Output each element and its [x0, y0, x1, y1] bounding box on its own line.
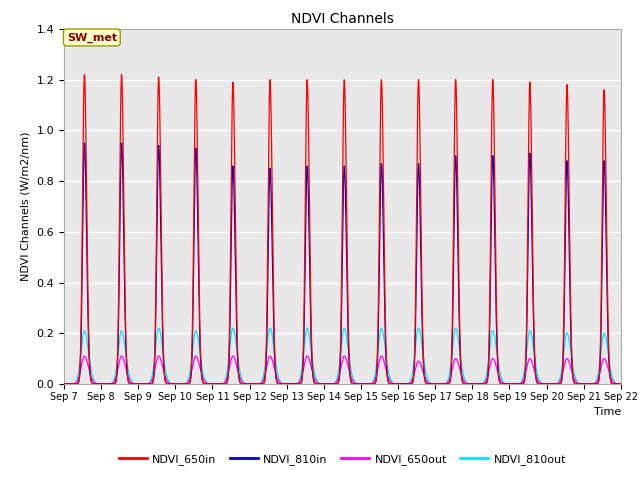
NDVI_810in: [298, 378, 306, 384]
NDVI_650in: [124, 374, 132, 380]
NDVI_650out: [606, 372, 614, 378]
NDVI_810out: [274, 372, 282, 377]
Line: NDVI_650in: NDVI_650in: [64, 74, 621, 384]
Line: NDVI_810out: NDVI_810out: [64, 328, 621, 384]
Line: NDVI_650out: NDVI_650out: [64, 356, 621, 384]
NDVI_650in: [60, 381, 68, 387]
NDVI_650in: [298, 376, 306, 382]
NDVI_810out: [606, 363, 614, 369]
NDVI_810in: [546, 381, 554, 387]
NDVI_650out: [274, 376, 282, 382]
NDVI_650out: [157, 357, 164, 362]
Line: NDVI_810in: NDVI_810in: [64, 143, 621, 384]
NDVI_650out: [617, 381, 625, 387]
NDVI_650out: [298, 373, 306, 379]
NDVI_650in: [81, 72, 88, 77]
NDVI_810in: [81, 140, 88, 146]
NDVI_810in: [157, 226, 164, 231]
Legend: NDVI_650in, NDVI_810in, NDVI_650out, NDVI_810out: NDVI_650in, NDVI_810in, NDVI_650out, NDV…: [115, 450, 570, 470]
NDVI_650out: [81, 353, 88, 359]
Title: NDVI Channels: NDVI Channels: [291, 12, 394, 26]
NDVI_810out: [60, 381, 68, 387]
NDVI_650in: [157, 180, 164, 186]
NDVI_650out: [124, 372, 132, 378]
NDVI_650out: [60, 381, 68, 387]
NDVI_650out: [546, 381, 554, 387]
NDVI_810out: [546, 381, 554, 387]
NDVI_810out: [617, 381, 625, 387]
Text: SW_met: SW_met: [67, 32, 117, 43]
NDVI_650in: [606, 372, 614, 378]
NDVI_650in: [617, 381, 625, 387]
Y-axis label: NDVI Channels (W/m2/nm): NDVI Channels (W/m2/nm): [21, 132, 31, 281]
NDVI_810in: [274, 381, 282, 386]
NDVI_810in: [606, 374, 614, 380]
NDVI_810out: [157, 332, 164, 338]
NDVI_810out: [124, 363, 131, 369]
NDVI_810in: [124, 375, 132, 381]
X-axis label: Time: Time: [593, 407, 621, 417]
NDVI_650in: [546, 381, 554, 387]
NDVI_810in: [617, 381, 625, 387]
NDVI_650in: [274, 380, 282, 386]
NDVI_810out: [298, 365, 306, 371]
NDVI_810out: [155, 325, 163, 331]
NDVI_810in: [60, 381, 68, 387]
